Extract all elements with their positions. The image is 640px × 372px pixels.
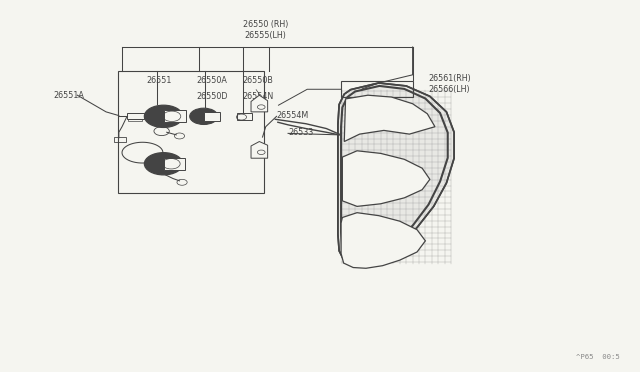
Bar xyxy=(341,81,413,97)
Text: 26551A: 26551A xyxy=(53,91,84,100)
Bar xyxy=(164,110,186,122)
Bar xyxy=(164,158,184,170)
Text: 26551: 26551 xyxy=(147,76,172,85)
Polygon shape xyxy=(342,151,430,206)
Bar xyxy=(129,119,143,121)
Text: 26555(LH): 26555(LH) xyxy=(244,31,287,41)
Polygon shape xyxy=(344,95,435,141)
Text: 26554M: 26554M xyxy=(276,111,309,120)
Polygon shape xyxy=(341,213,426,268)
Text: ^P65  00:5: ^P65 00:5 xyxy=(577,354,620,360)
Text: 26533: 26533 xyxy=(288,128,314,137)
Polygon shape xyxy=(251,141,268,158)
Polygon shape xyxy=(251,95,268,112)
Bar xyxy=(204,112,220,121)
Text: 26561(RH): 26561(RH) xyxy=(429,74,471,83)
Bar xyxy=(237,113,252,120)
Circle shape xyxy=(145,105,182,128)
Text: 26550A: 26550A xyxy=(196,76,228,85)
Bar xyxy=(115,137,126,142)
Text: 26550B: 26550B xyxy=(242,76,273,85)
Text: 26566(LH): 26566(LH) xyxy=(429,85,470,94)
Bar xyxy=(118,71,264,193)
Circle shape xyxy=(189,108,218,125)
Text: 26550D: 26550D xyxy=(196,92,228,101)
Text: 26550 (RH): 26550 (RH) xyxy=(243,20,289,29)
Polygon shape xyxy=(338,83,454,266)
Circle shape xyxy=(145,153,182,175)
Text: 26554N: 26554N xyxy=(242,92,273,101)
Bar xyxy=(127,113,145,119)
